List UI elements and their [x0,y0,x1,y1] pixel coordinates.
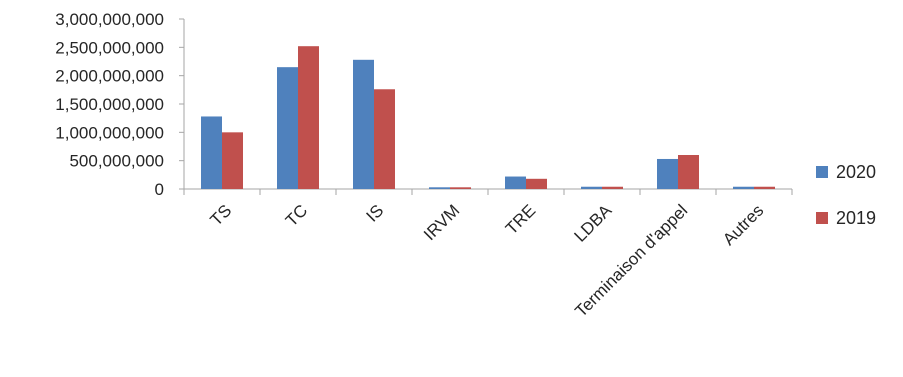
x-tick-label: TC [282,201,311,230]
bar-2019-is [374,89,395,189]
x-tick-label: Autres [719,201,767,249]
y-tick-label: 2,000,000,000 [55,67,164,86]
y-tick-label: 3,000,000,000 [55,10,164,29]
bar-2019-terminaison-d-appel [678,155,699,189]
bar-2020-terminaison-d-appel [657,158,678,189]
bar-2019-ldba [602,186,623,189]
bar-2019-autres [754,186,775,189]
bar-2020-ldba [581,186,602,189]
bar-2019-ts [222,132,243,189]
x-tick-label: IS [363,201,388,226]
chart-axes [179,18,793,195]
x-tick-label: TRE [502,201,539,238]
y-axis-ticks: 0 500,000,000 1,000,000,000 1,500,000,000 2,… [55,10,164,199]
bar-2020-tc [277,67,298,189]
bar-2020-autres [733,186,754,189]
y-tick-label: 1,500,000,000 [55,95,164,114]
y-tick-label: 1,000,000,000 [55,123,164,142]
y-tick-label: 0 [155,180,164,199]
bar-2019-irvm [450,187,471,189]
x-tick-label: IRVM [420,201,463,244]
bar-2019-tre [526,178,547,189]
legend-label-2020: 2020 [836,162,876,182]
legend-swatch-2019 [816,212,828,224]
y-tick-label: 2,500,000,000 [55,38,164,57]
bar-2020-ts [201,116,222,189]
legend-swatch-2020 [816,166,828,178]
legend-label-2019: 2019 [836,208,876,228]
legend: 2020 2019 [816,162,876,228]
bar-2020-is [353,59,374,189]
bar-2020-irvm [429,187,450,189]
x-tick-label: LDBA [570,200,615,245]
y-tick-label: 500,000,000 [69,152,164,171]
x-tick-label: TS [207,201,236,230]
bars [201,46,775,190]
bar-2019-tc [298,46,319,190]
bar-2020-tre [505,176,526,189]
